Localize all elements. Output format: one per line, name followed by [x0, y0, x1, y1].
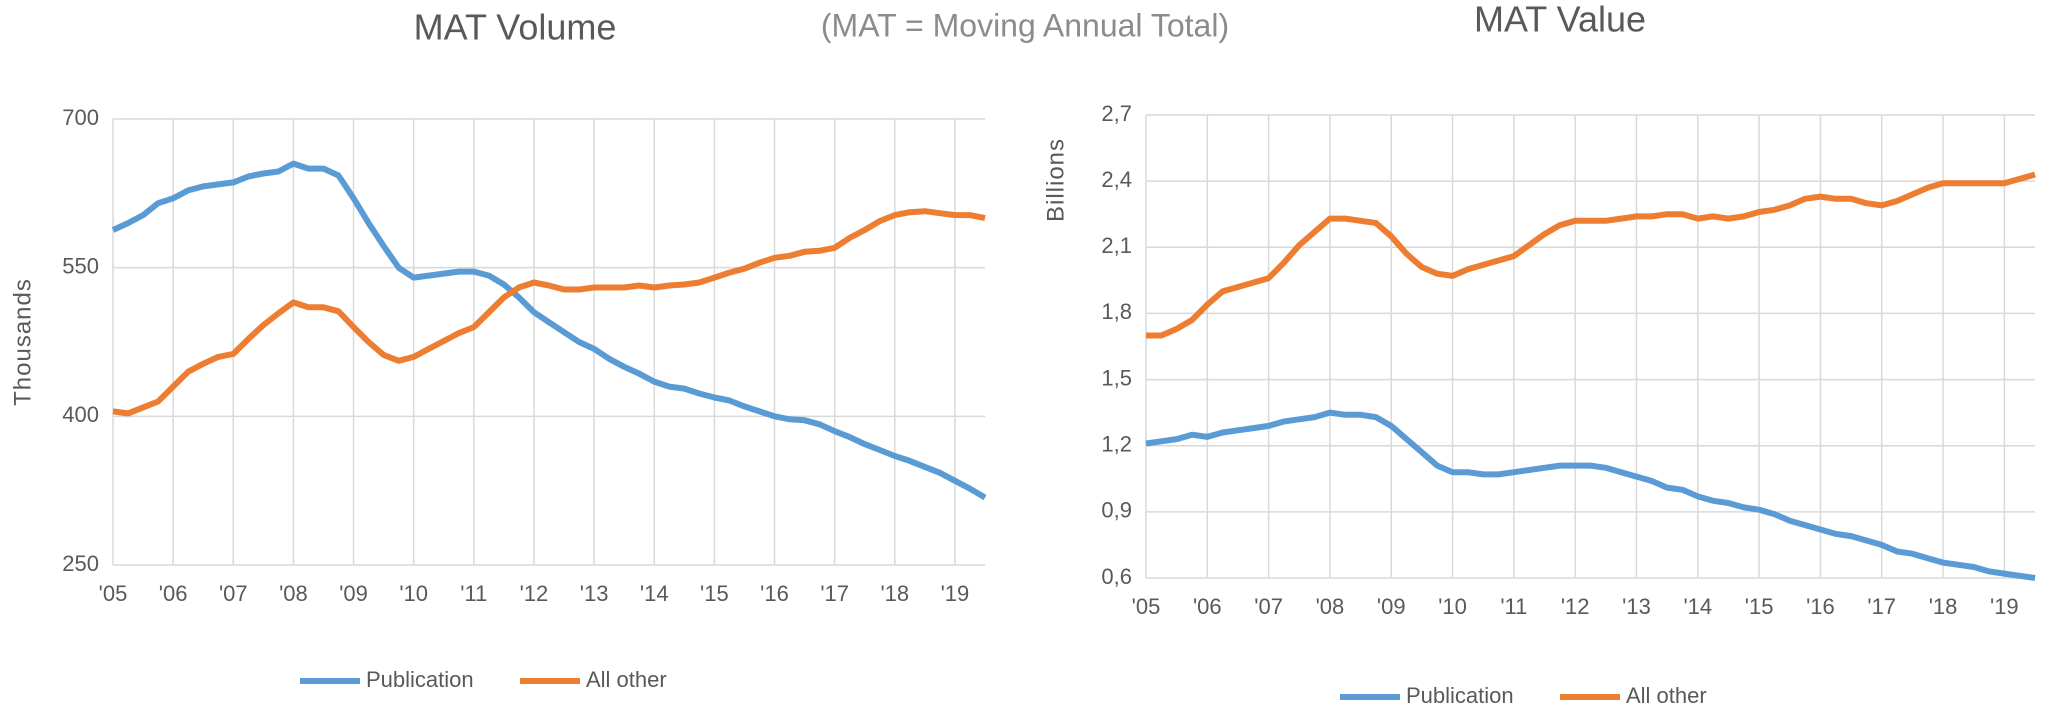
x-tick-label: '06: [159, 581, 188, 606]
y-tick-label: 400: [62, 402, 99, 427]
legend-label: Publication: [366, 667, 474, 692]
chart-title: MAT Volume: [414, 7, 617, 48]
y-tick-label: 0,9: [1101, 498, 1132, 523]
y-tick-label: 0,6: [1101, 564, 1132, 589]
y-tick-label: 2,1: [1101, 233, 1132, 258]
x-tick-label: '19: [1990, 594, 2019, 619]
x-tick-label: '14: [1683, 594, 1712, 619]
x-tick-label: '09: [1377, 594, 1406, 619]
x-tick-label: '17: [820, 581, 849, 606]
x-tick-label: '08: [279, 581, 308, 606]
x-tick-label: '15: [1745, 594, 1774, 619]
y-tick-label: 2,7: [1101, 101, 1132, 126]
series-line: [1145, 409, 2036, 581]
x-tick-label: '10: [1438, 594, 1467, 619]
y-tick-label: 550: [62, 253, 99, 278]
x-tick-label: '11: [460, 581, 487, 606]
caption: (MAT = Moving Annual Total): [821, 7, 1229, 43]
y-tick-label: 250: [62, 551, 99, 576]
series-line: [112, 208, 986, 417]
x-tick-label: '05: [1132, 594, 1161, 619]
y-tick-label: 1,2: [1101, 432, 1132, 457]
legend-label: Publication: [1406, 683, 1514, 708]
x-tick-label: '14: [640, 581, 669, 606]
series-line: [111, 160, 987, 501]
x-tick-label: '17: [1867, 594, 1896, 619]
legend-label: All other: [1626, 683, 1707, 708]
x-tick-label: '10: [399, 581, 428, 606]
y-tick-label: 700: [62, 105, 99, 130]
series-line: [1146, 171, 2036, 339]
x-tick-label: '07: [219, 581, 248, 606]
y-tick-label: 1,5: [1101, 365, 1132, 390]
chart-title: MAT Value: [1474, 0, 1646, 40]
x-tick-label: '11: [1500, 594, 1527, 619]
x-tick-label: '19: [941, 581, 970, 606]
x-tick-label: '13: [580, 581, 609, 606]
y-tick-label: 2,4: [1101, 167, 1132, 192]
x-tick-label: '12: [520, 581, 549, 606]
y-tick-label: 1,8: [1101, 299, 1132, 324]
legend-label: All other: [586, 667, 667, 692]
x-tick-label: '07: [1254, 594, 1283, 619]
x-tick-label: '16: [760, 581, 789, 606]
x-tick-label: '09: [339, 581, 368, 606]
x-tick-label: '18: [880, 581, 909, 606]
x-tick-label: '08: [1316, 594, 1345, 619]
x-tick-label: '05: [99, 581, 128, 606]
y-axis-label: Thousands: [9, 278, 36, 406]
x-tick-label: '12: [1561, 594, 1590, 619]
y-axis-label: Billions: [1042, 138, 1069, 222]
x-tick-label: '06: [1193, 594, 1222, 619]
x-tick-label: '16: [1806, 594, 1835, 619]
x-tick-label: '18: [1929, 594, 1958, 619]
x-tick-label: '15: [700, 581, 729, 606]
x-tick-label: '13: [1622, 594, 1651, 619]
